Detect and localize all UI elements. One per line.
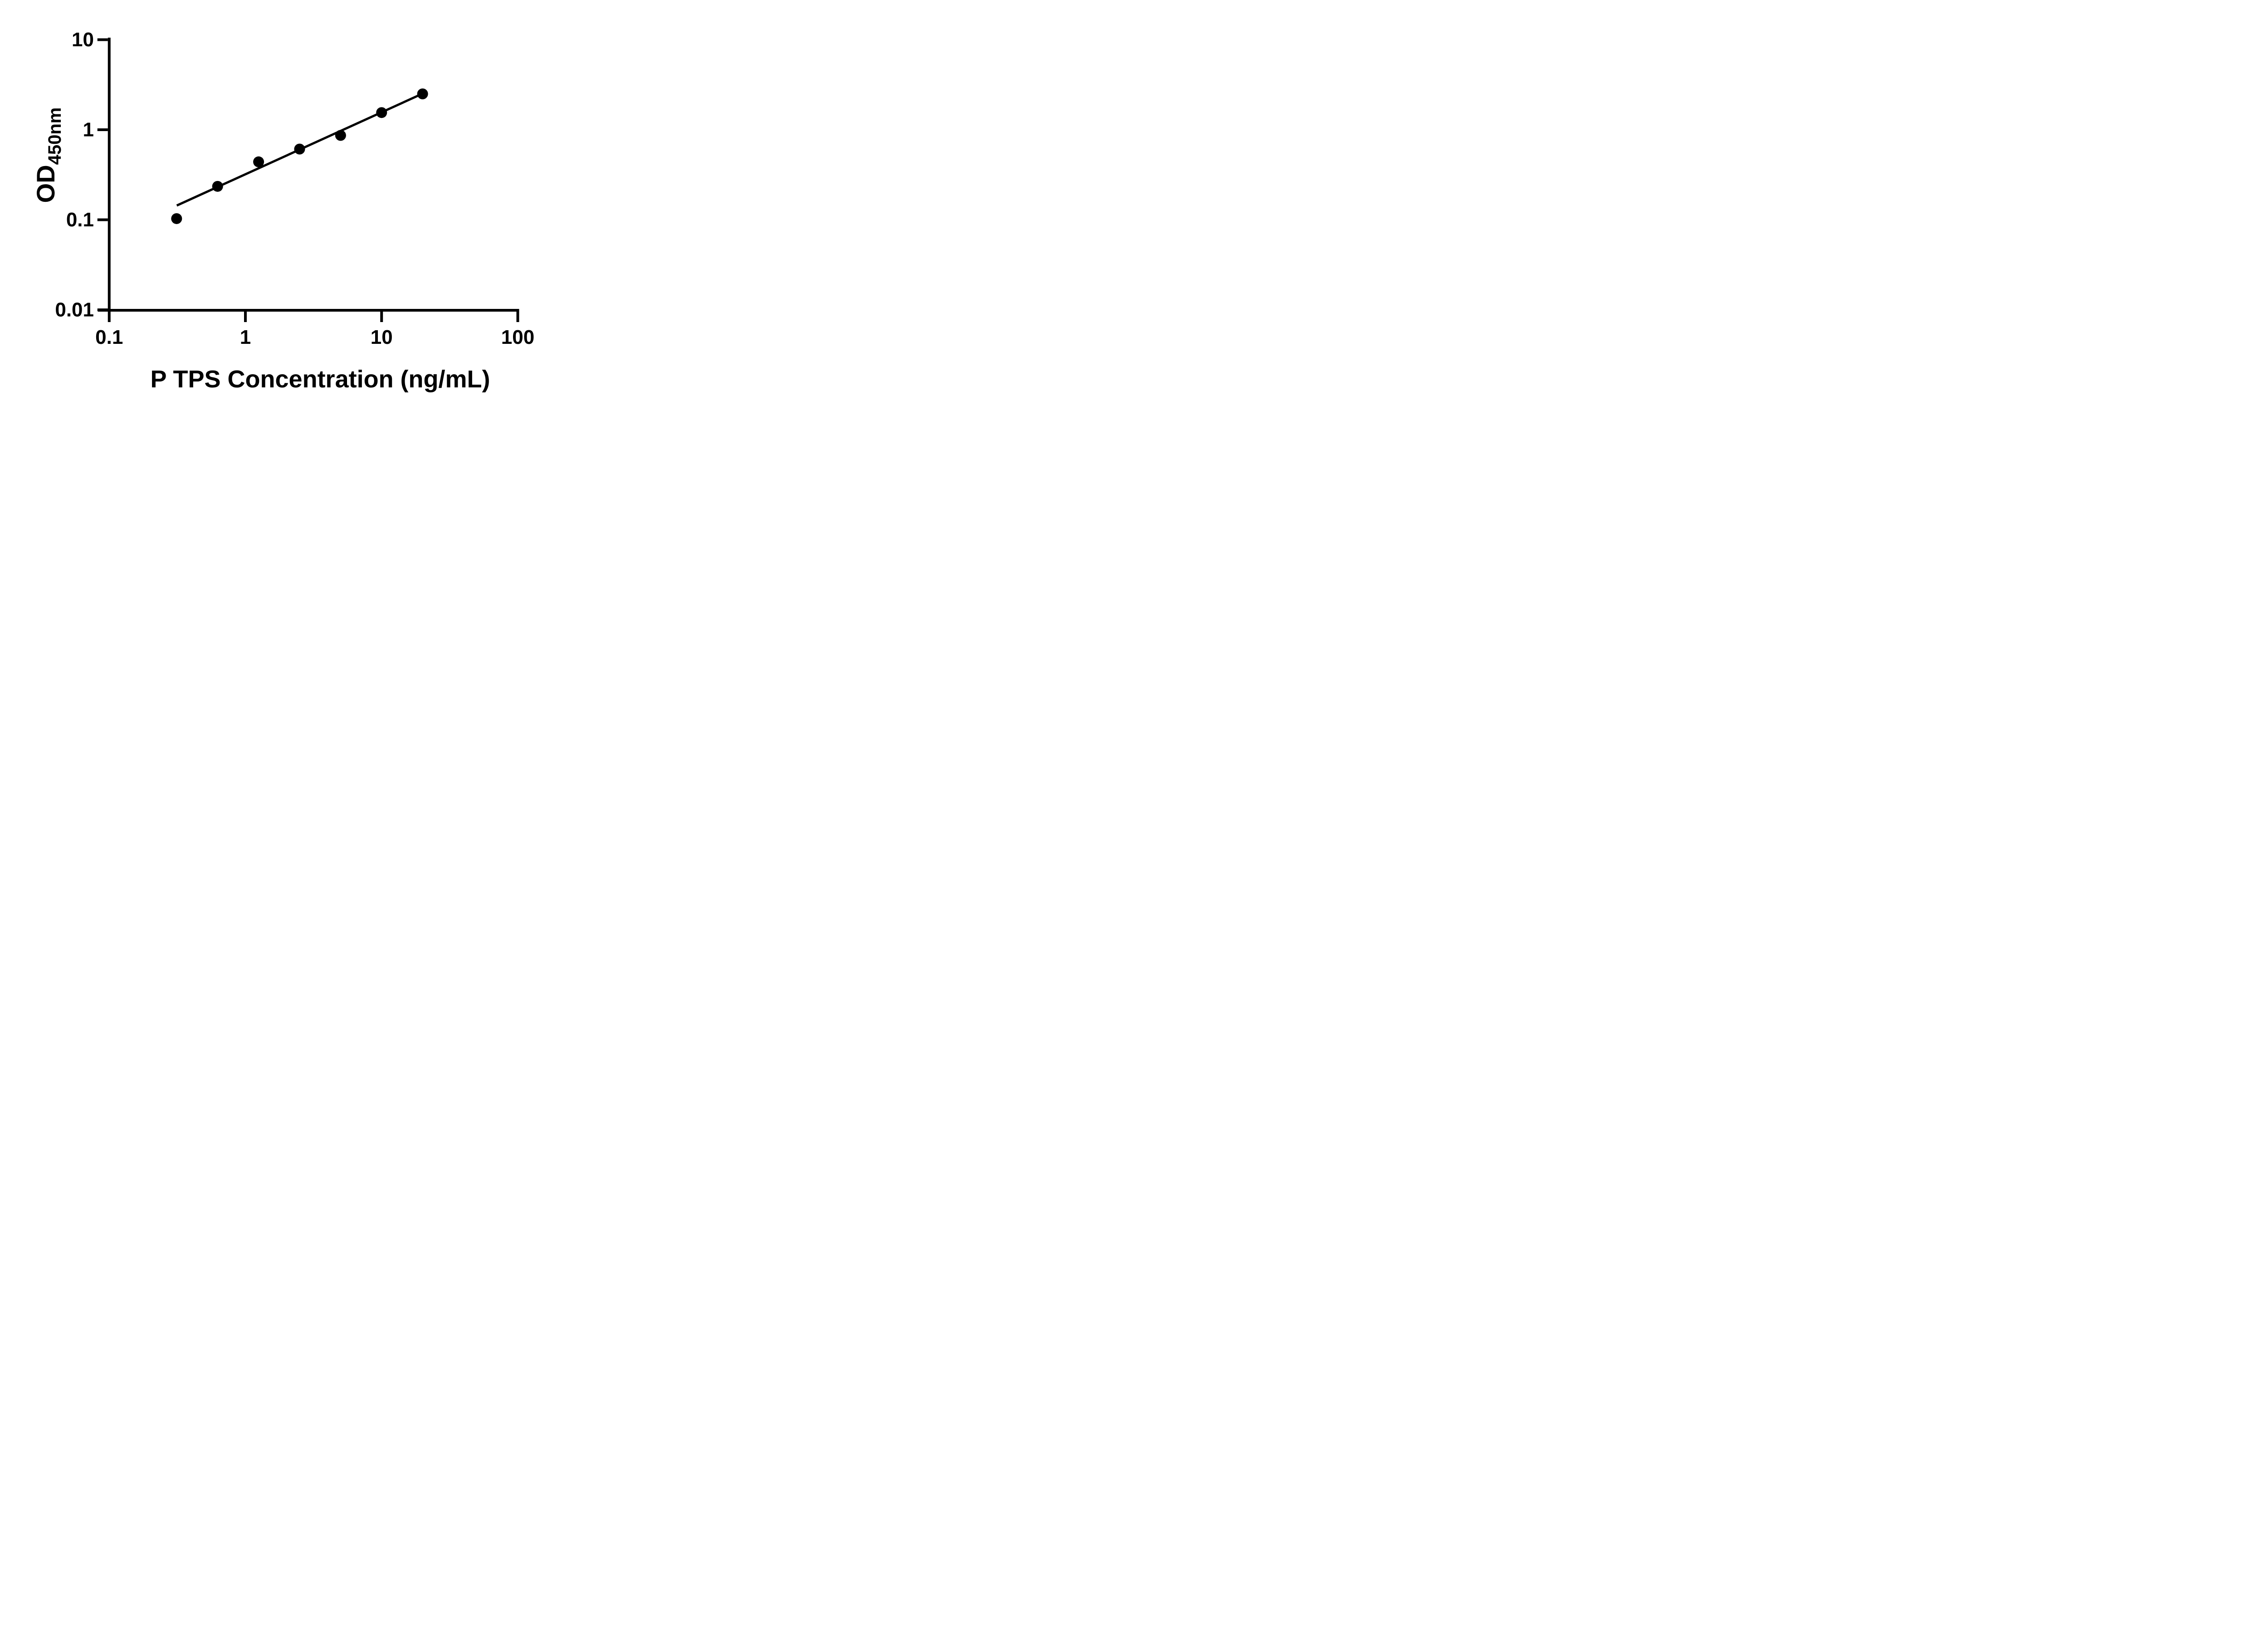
data-point — [171, 213, 182, 224]
y-tick-label: 1 — [83, 119, 94, 141]
y-axis-title-subscript: 450nm — [45, 108, 65, 165]
x-tick-label: 1 — [240, 326, 251, 348]
x-tick-label: 0.1 — [95, 326, 123, 348]
data-point — [417, 88, 428, 100]
data-point — [294, 143, 305, 155]
x-tick-label: 10 — [371, 326, 393, 348]
data-point — [212, 181, 223, 192]
x-axis-title: P TPS Concentration (ng/mL) — [150, 366, 490, 393]
y-axis-title-main: OD — [31, 165, 60, 203]
data-point — [335, 130, 346, 141]
y-tick-label: 10 — [72, 29, 94, 51]
y-tick-label: 0.1 — [66, 209, 94, 231]
y-axis-title: OD450nm — [31, 108, 65, 203]
data-point — [253, 156, 264, 167]
axes-layer — [98, 38, 519, 312]
elisa-standard-curve-figure: 0.1 1 10 100 10 1 0.1 0.01 P TPS Concentration … — [0, 0, 581, 408]
data-points-layer — [171, 88, 428, 224]
x-tick-label: 100 — [501, 326, 534, 348]
y-tick-label: 0.01 — [55, 299, 94, 321]
ticks-layer — [97, 38, 519, 322]
data-point — [376, 107, 387, 118]
